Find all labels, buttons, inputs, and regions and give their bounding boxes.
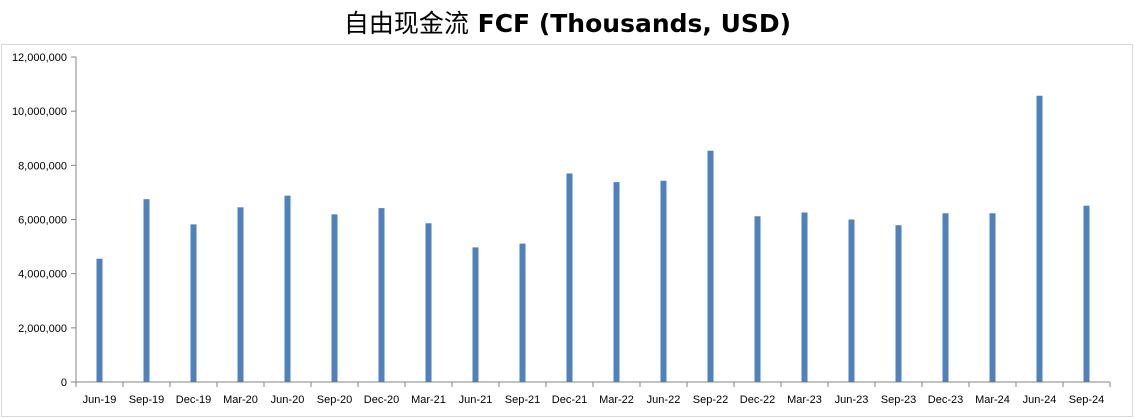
x-tick-label: Mar-24 (975, 394, 1010, 406)
x-tick-label: Sep-23 (881, 394, 916, 406)
bar (96, 258, 103, 382)
bar (143, 199, 150, 382)
x-tick-label: Sep-19 (129, 394, 164, 406)
bar (1083, 205, 1090, 382)
y-tick-label: 2,000,000 (18, 323, 67, 335)
x-tick-label: Sep-20 (317, 394, 352, 406)
bar (989, 213, 996, 382)
x-tick-label: Mar-22 (599, 394, 634, 406)
bar (331, 214, 338, 382)
x-tick-label: Jun-23 (835, 394, 869, 406)
x-tick-label: Jun-21 (459, 394, 493, 406)
bar (472, 247, 479, 382)
x-tick-label: Mar-23 (787, 394, 822, 406)
y-tick-label: 10,000,000 (12, 106, 67, 118)
x-tick-label: Mar-20 (223, 394, 258, 406)
x-tick-label: Mar-21 (411, 394, 446, 406)
bar (613, 182, 620, 382)
y-tick-label: 8,000,000 (18, 160, 67, 172)
x-tick-label: Dec-19 (176, 394, 211, 406)
x-tick-label: Jun-20 (271, 394, 305, 406)
y-tick-label: 6,000,000 (18, 215, 67, 227)
bar (848, 219, 855, 382)
bar (942, 213, 949, 382)
x-tick-label: Dec-20 (364, 394, 399, 406)
x-tick-label: Jun-24 (1023, 394, 1057, 406)
y-tick-label: 0 (61, 377, 67, 389)
bar (801, 212, 808, 382)
bar (284, 195, 291, 382)
bar (754, 216, 761, 382)
x-tick-label: Dec-21 (552, 394, 587, 406)
x-tick-label: Sep-24 (1069, 394, 1104, 406)
x-tick-label: Jun-22 (647, 394, 681, 406)
bar (566, 173, 573, 382)
chart-title: 自由现金流 FCF (Thousands, USD) (0, 4, 1135, 40)
y-tick-label: 12,000,000 (12, 52, 67, 64)
bar (425, 223, 432, 382)
x-tick-label: Dec-22 (740, 394, 775, 406)
chart-border (1, 44, 1133, 417)
bar (1036, 95, 1043, 383)
x-tick-label: Jun-19 (83, 394, 117, 406)
bar (378, 208, 385, 382)
x-tick-label: Sep-22 (693, 394, 728, 406)
bar (895, 225, 902, 382)
chart-title-cn: 自由现金流 (343, 9, 469, 38)
x-tick-label: Dec-23 (928, 394, 963, 406)
bar (519, 243, 526, 382)
x-tick-label: Sep-21 (505, 394, 540, 406)
bar (190, 224, 197, 382)
bar (660, 180, 667, 382)
chart-title-en: FCF (Thousands, USD) (477, 9, 792, 38)
bar (237, 207, 244, 382)
bar (707, 150, 714, 382)
y-tick-label: 4,000,000 (18, 269, 67, 281)
